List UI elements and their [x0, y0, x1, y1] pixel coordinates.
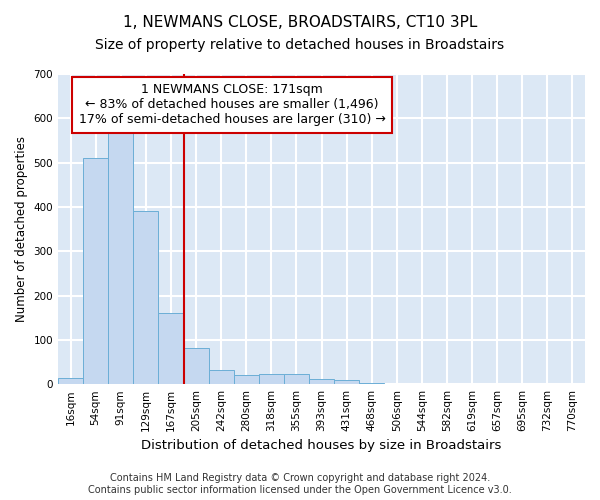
Bar	[158, 314, 184, 384]
Bar	[334, 380, 359, 384]
Bar	[108, 132, 133, 384]
Bar	[259, 374, 284, 384]
Bar	[284, 374, 309, 384]
Bar	[184, 348, 209, 384]
Text: 1 NEWMANS CLOSE: 171sqm
← 83% of detached houses are smaller (1,496)
17% of semi: 1 NEWMANS CLOSE: 171sqm ← 83% of detache…	[79, 84, 385, 126]
Bar	[209, 370, 233, 384]
Y-axis label: Number of detached properties: Number of detached properties	[15, 136, 28, 322]
Bar	[233, 376, 259, 384]
Bar	[309, 379, 334, 384]
X-axis label: Distribution of detached houses by size in Broadstairs: Distribution of detached houses by size …	[142, 440, 502, 452]
Text: Size of property relative to detached houses in Broadstairs: Size of property relative to detached ho…	[95, 38, 505, 52]
Bar	[58, 378, 83, 384]
Text: Contains HM Land Registry data © Crown copyright and database right 2024.
Contai: Contains HM Land Registry data © Crown c…	[88, 474, 512, 495]
Text: 1, NEWMANS CLOSE, BROADSTAIRS, CT10 3PL: 1, NEWMANS CLOSE, BROADSTAIRS, CT10 3PL	[123, 15, 477, 30]
Bar	[133, 212, 158, 384]
Bar	[83, 158, 108, 384]
